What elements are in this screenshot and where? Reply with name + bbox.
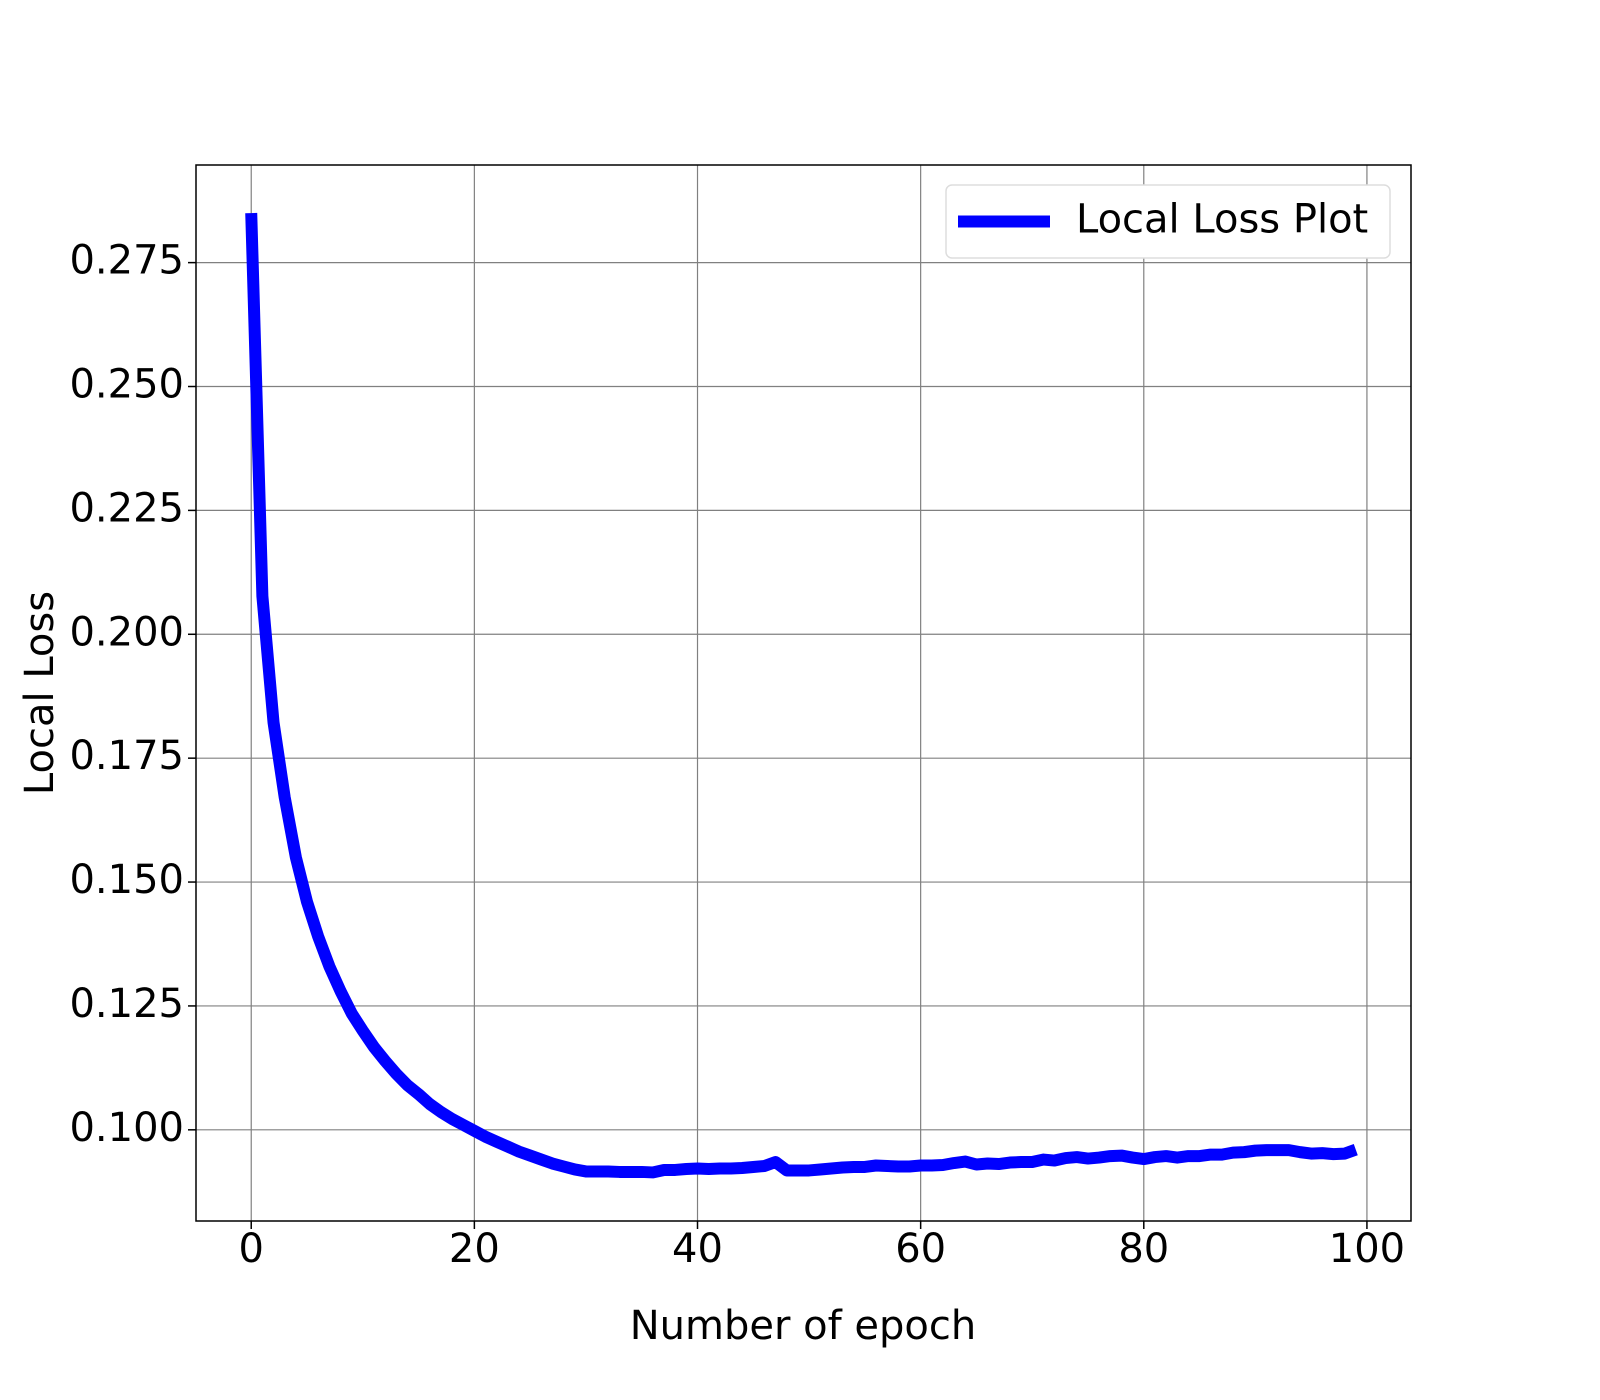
y-tick-label: 0.275 xyxy=(69,238,184,284)
x-axis-label: Number of epoch xyxy=(630,1303,976,1349)
y-axis-label: Local Loss xyxy=(17,591,63,795)
y-tick-label: 0.250 xyxy=(69,362,184,408)
y-tick-label: 0.225 xyxy=(69,485,184,531)
legend-box xyxy=(945,184,1391,259)
plot-frame xyxy=(195,164,1412,1222)
x-tick-label: 80 xyxy=(1118,1226,1169,1272)
data-line xyxy=(245,212,1358,1179)
y-tick-label: 0.150 xyxy=(69,857,184,903)
x-tick-label: 20 xyxy=(449,1226,500,1272)
y-tick-label: 0.100 xyxy=(69,1105,184,1151)
y-tick-label: 0.175 xyxy=(69,733,184,779)
legend-label: Local Loss Plot xyxy=(1076,197,1368,243)
x-tick-label: 0 xyxy=(239,1226,264,1272)
y-tick-label: 0.125 xyxy=(69,981,184,1027)
x-tick-label: 100 xyxy=(1329,1226,1405,1272)
x-tick-label: 60 xyxy=(895,1226,946,1272)
y-tick-label: 0.200 xyxy=(69,609,184,655)
x-tick-label: 40 xyxy=(672,1226,723,1272)
